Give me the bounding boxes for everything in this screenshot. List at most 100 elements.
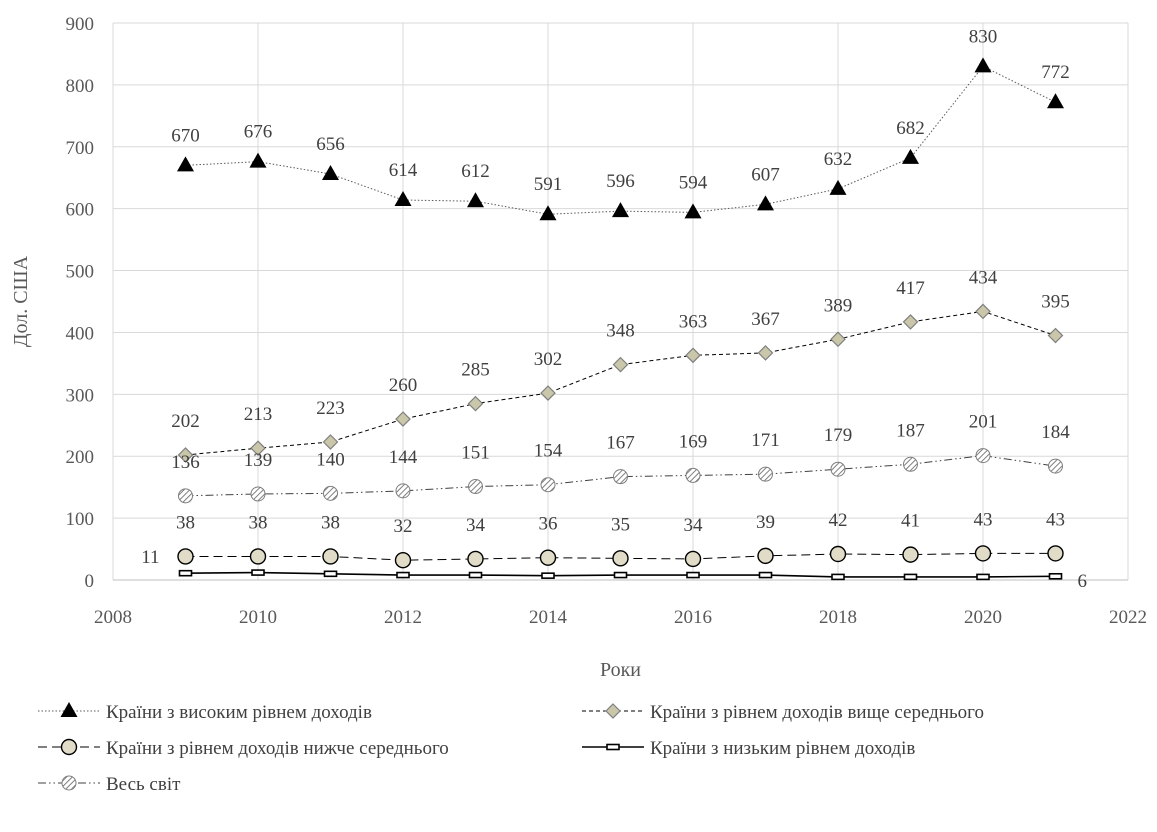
data-label: 39 <box>756 512 775 533</box>
legend-label: Країни з рівнем доходів нижче середнього <box>106 738 449 759</box>
y-tick-label: 600 <box>66 200 95 221</box>
y-axis-title: Дол. США <box>10 255 32 347</box>
series-3-point <box>612 550 629 567</box>
series-3-point <box>177 548 194 565</box>
y-tick-label: 0 <box>85 571 95 592</box>
series-4-point <box>831 573 845 581</box>
data-label: 11 <box>141 547 159 568</box>
data-label: 136 <box>171 452 200 473</box>
data-label: 167 <box>606 433 635 454</box>
series-5-point <box>250 486 266 502</box>
series-5-point <box>1048 458 1063 474</box>
x-tick-label: 2008 <box>94 607 132 628</box>
data-label: 417 <box>896 278 925 299</box>
series-1-point <box>539 205 557 221</box>
x-tick-label: 2018 <box>819 607 857 628</box>
data-label: 41 <box>901 511 920 532</box>
legend-swatch-marker <box>61 775 77 791</box>
series-2-point <box>467 395 484 412</box>
series-3-point <box>539 549 557 566</box>
data-label: 140 <box>316 449 345 470</box>
data-label: 171 <box>751 430 780 451</box>
series-2-point <box>395 411 411 427</box>
series-5-point <box>613 469 628 485</box>
data-label: 670 <box>171 125 200 146</box>
data-label: 363 <box>679 311 708 332</box>
legend-swatch-marker <box>605 703 621 719</box>
series-4-point <box>686 571 700 579</box>
data-label: 612 <box>461 161 490 182</box>
series-1-point <box>757 195 774 211</box>
legend-item: Країни з рівнем доходів нижче середнього <box>38 738 449 759</box>
legend-item: Країни з низьким рівнем доходів <box>582 738 915 759</box>
legend-item: Країни з рівнем доходів вище середнього <box>582 702 984 723</box>
series-3-point <box>1047 545 1064 562</box>
data-label: 395 <box>1041 292 1070 313</box>
series-4-point <box>396 571 410 579</box>
data-label: 144 <box>389 447 418 468</box>
data-label: 614 <box>389 160 418 181</box>
data-label: 223 <box>316 398 345 419</box>
series-3-point <box>467 550 484 568</box>
series-2-point <box>902 314 919 330</box>
series-2-point <box>757 345 774 361</box>
series-4-point <box>541 572 555 579</box>
series-5-point <box>758 466 773 482</box>
series-3-point <box>394 551 412 569</box>
y-tick-label: 200 <box>66 447 95 468</box>
series-2-point <box>322 434 339 450</box>
legend-item: Весь світ <box>38 774 181 795</box>
series-4-point <box>468 571 483 579</box>
series-5-point <box>395 483 411 499</box>
grid <box>112 22 1129 580</box>
data-label: 591 <box>534 174 563 195</box>
data-label: 594 <box>679 172 708 193</box>
series-3-point <box>322 548 339 565</box>
series-2-point <box>177 447 194 463</box>
series-5-point <box>685 467 701 483</box>
data-label: 348 <box>606 321 635 342</box>
data-label: 38 <box>249 512 268 533</box>
series-2-point <box>1047 327 1064 344</box>
data-label: 42 <box>829 510 848 531</box>
data-label: 34 <box>466 515 486 536</box>
series-5-point <box>903 456 918 472</box>
data-label: 151 <box>461 443 490 464</box>
data-label: 35 <box>611 514 630 535</box>
data-label: 169 <box>679 431 708 452</box>
x-tick-label: 2012 <box>384 607 422 628</box>
data-label: 656 <box>316 134 345 155</box>
series-3-point <box>757 547 774 565</box>
legend-label: Країни з низьким рівнем доходів <box>650 738 915 759</box>
series-5-point <box>323 485 338 501</box>
series-4-point <box>976 573 990 581</box>
series-3-point <box>902 546 919 563</box>
data-label: 213 <box>244 404 273 425</box>
data-label: 285 <box>461 360 490 381</box>
data-label: 302 <box>534 349 563 370</box>
data-label: 202 <box>171 411 200 432</box>
series-1-point <box>394 191 412 207</box>
series-1-point <box>177 156 194 172</box>
series-4-point <box>1048 572 1063 580</box>
data-label: 389 <box>824 295 853 316</box>
legend-swatch-marker <box>606 743 620 751</box>
data-label: 36 <box>539 514 558 535</box>
data-label: 596 <box>606 171 635 192</box>
series-2-point <box>540 385 556 401</box>
data-label: 139 <box>244 450 273 471</box>
y-tick-label: 100 <box>66 509 95 530</box>
y-tick-label: 500 <box>66 262 95 283</box>
legend-swatch-marker <box>60 702 78 717</box>
series-4-point <box>251 569 265 576</box>
series-2-point <box>830 331 846 348</box>
y-tick-label: 300 <box>66 385 95 406</box>
data-label: 187 <box>896 420 925 441</box>
data-label: 38 <box>321 512 340 533</box>
axes: 2008 2010 2012 2014 2016 2018 2020 202201002003… <box>66 14 1148 628</box>
series-3-point <box>249 548 267 565</box>
legend: Країни з високим рівнем доходів Країни з … <box>38 702 984 795</box>
data-label: 830 <box>969 26 998 47</box>
data-label: 34 <box>684 515 704 536</box>
